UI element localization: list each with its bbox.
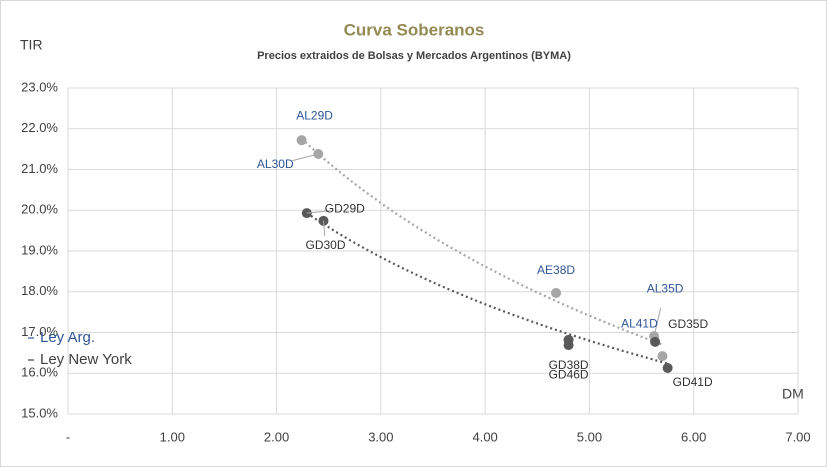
x-tick-label: 5.00 (577, 429, 602, 444)
point (551, 287, 562, 298)
x-axis-label: DM (782, 386, 804, 402)
y-tick-label: 20.0% (21, 202, 58, 217)
x-tick-label: 7.00 (785, 429, 810, 444)
point-label: AL41D (621, 316, 658, 330)
point-label: GD35D (668, 317, 708, 331)
trendline (300, 137, 663, 346)
point-label: AL30D (257, 157, 294, 171)
x-tick-label: 3.00 (368, 429, 393, 444)
point (662, 362, 673, 373)
leader-line (653, 307, 662, 337)
x-tick-label: 6.00 (681, 429, 706, 444)
y-tick-label: 21.0% (21, 161, 58, 176)
point (296, 135, 307, 146)
point (657, 351, 668, 362)
legend-label: Ley Arg. (40, 329, 95, 346)
chart-subtitle: Precios extraidos de Bolsas y Mercados A… (257, 50, 571, 62)
chart-title: Curva Soberanos (344, 20, 485, 39)
point (563, 340, 574, 351)
point-label: GD41D (673, 375, 713, 389)
point-label: GD46D (549, 367, 589, 381)
leader-line (292, 153, 319, 162)
x-tick-label: - (66, 429, 70, 444)
x-tick-label: 4.00 (472, 429, 497, 444)
point-label: AL35D (647, 281, 684, 295)
x-tick-label: 2.00 (264, 429, 289, 444)
y-tick-label: 23.0% (21, 79, 58, 94)
point (650, 336, 661, 347)
y-tick-label: 19.0% (21, 242, 58, 257)
y-tick-label: 16.0% (21, 365, 58, 380)
point-label: GD30D (305, 238, 345, 252)
point-label: GD29D (325, 201, 365, 215)
x-tick-label: 1.00 (160, 429, 185, 444)
leader-line (323, 220, 326, 236)
point-label: AE38D (537, 263, 575, 277)
y-tick-label: 18.0% (21, 283, 58, 298)
y-tick-label: 22.0% (21, 120, 58, 135)
legend-label: Ley New York (40, 351, 132, 368)
y-axis-label: TIR (20, 37, 43, 53)
y-tick-label: 17.0% (21, 324, 58, 339)
point-label: GD38D (549, 358, 589, 372)
trendline (306, 212, 668, 365)
y-tick-label: 15.0% (21, 405, 58, 420)
leader-line (306, 210, 330, 214)
point-label: AL29D (296, 108, 333, 122)
